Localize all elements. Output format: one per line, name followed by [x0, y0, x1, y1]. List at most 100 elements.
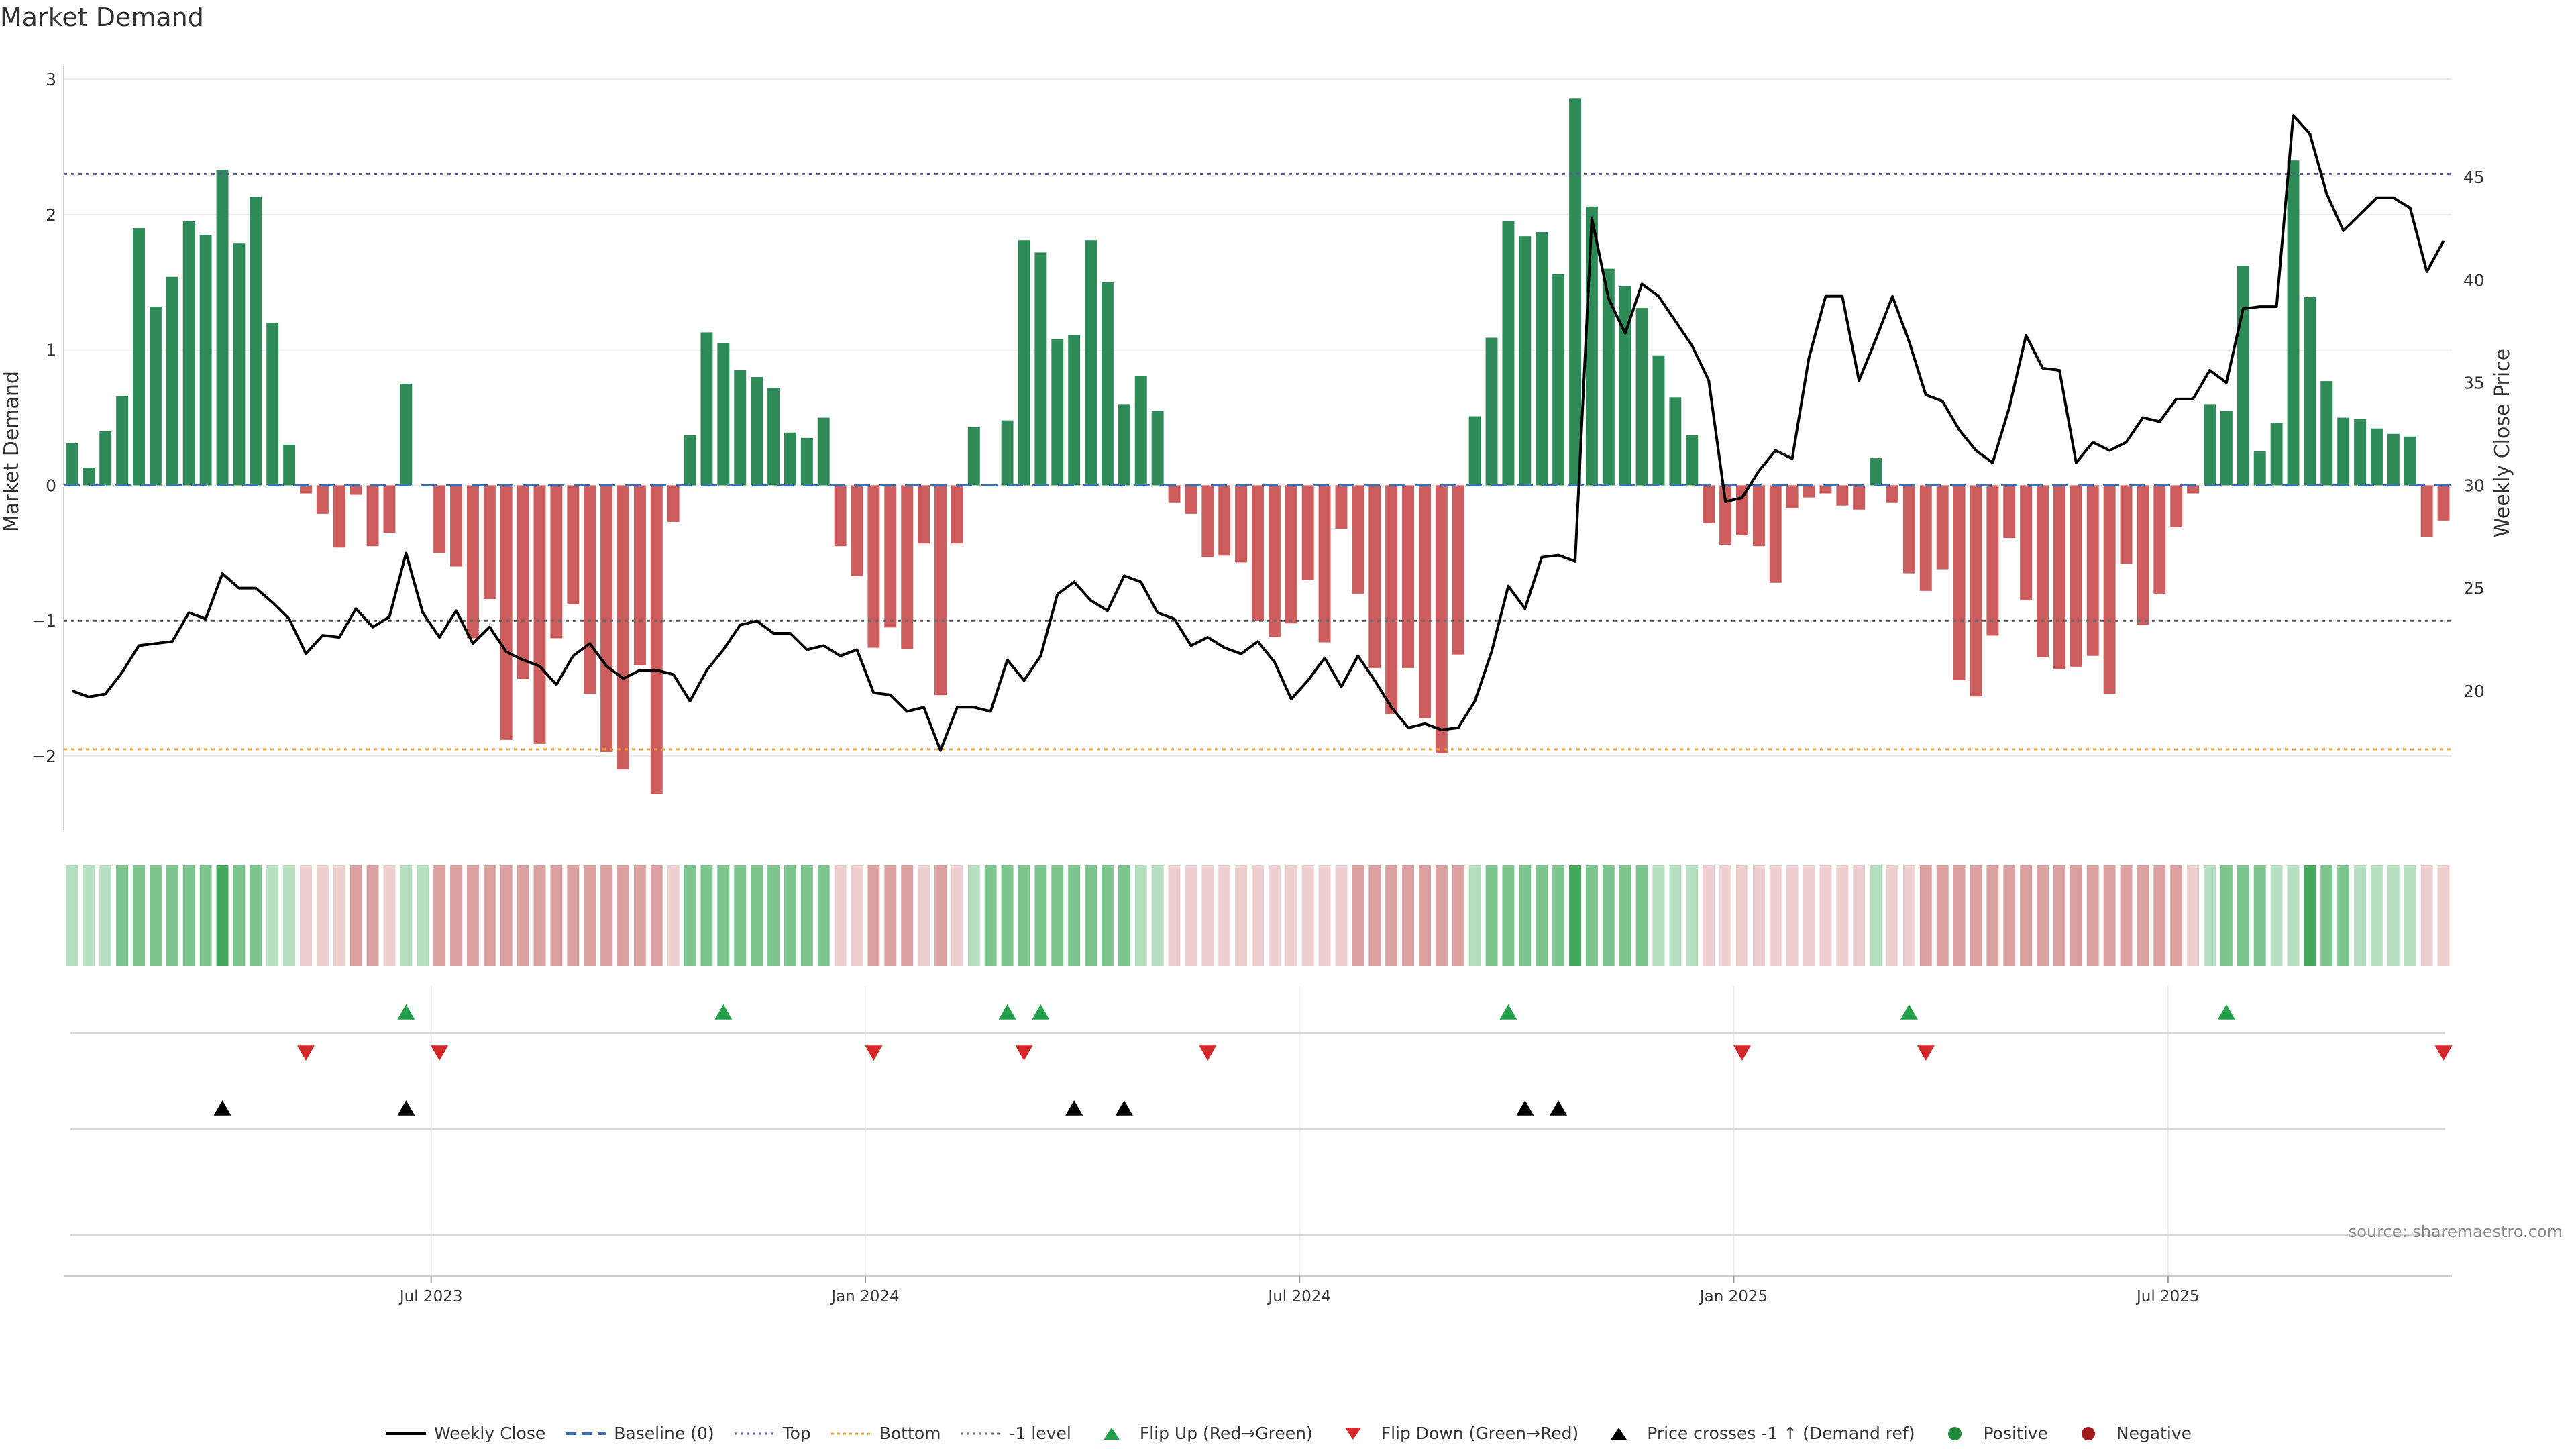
strip-cell: [1252, 865, 1264, 966]
demand-bar: [1635, 308, 1648, 486]
strip-cell: [633, 865, 646, 966]
strip-cell: [2270, 865, 2283, 966]
strip-cell: [1352, 865, 1364, 966]
strip-cell: [1418, 865, 1431, 966]
strip-cell: [1368, 865, 1381, 966]
demand-bar: [149, 307, 162, 486]
legend-symbol: [1344, 1427, 1361, 1440]
demand-bar: [1068, 335, 1081, 486]
demand-bar: [967, 427, 980, 486]
strip-cell: [2337, 865, 2350, 966]
strip-cell: [1919, 865, 1932, 966]
strip-cell: [1335, 865, 1348, 966]
strip-cell: [1569, 865, 1581, 966]
demand-bar: [1268, 485, 1281, 637]
demand-bar: [600, 485, 613, 752]
demand-bar: [1118, 404, 1130, 486]
strip-cell: [2437, 865, 2450, 966]
demand-bar: [99, 431, 112, 486]
strip-cell: [734, 865, 747, 966]
demand-bar: [533, 485, 546, 744]
legend-label: Flip Down (Green→Red): [1381, 1424, 1579, 1443]
demand-bar: [1402, 485, 1415, 668]
flip-down-marker: [865, 1045, 883, 1061]
strip-cell: [684, 865, 696, 966]
demand-bar: [1870, 458, 1882, 486]
strip-cell: [1402, 865, 1415, 966]
strip-cell: [1519, 865, 1532, 966]
strip-cell: [66, 865, 78, 966]
demand-bar: [1853, 485, 1866, 510]
strip-cell: [1118, 865, 1130, 966]
flip-up-marker: [1499, 1004, 1517, 1020]
price-cross-marker: [213, 1100, 231, 1116]
strip-cell: [350, 865, 362, 966]
demand-bar: [400, 384, 413, 486]
strip-cell: [2287, 865, 2300, 966]
strip-cell: [1803, 865, 1815, 966]
demand-bar: [199, 235, 212, 486]
strip-cell: [1101, 865, 1114, 966]
strip-cell: [934, 865, 947, 966]
strip-cell: [884, 865, 897, 966]
strip-cell: [817, 865, 830, 966]
demand-bar: [2304, 297, 2316, 486]
demand-bar: [2070, 485, 2082, 667]
demand-bar: [166, 276, 178, 486]
strip-cell: [1285, 865, 1297, 966]
demand-bar: [1134, 376, 1147, 486]
strip-cell: [1836, 865, 1849, 966]
strip-cell: [2020, 865, 2033, 966]
demand-bar: [300, 485, 312, 494]
strip-cell: [517, 865, 529, 966]
demand-bar: [1185, 485, 1197, 514]
demand-bar: [2137, 485, 2149, 625]
strip-cell: [333, 865, 345, 966]
flip-down-marker: [1917, 1045, 1935, 1061]
strip-cell: [600, 865, 613, 966]
demand-bar: [1703, 485, 1715, 523]
y2-tick-label: 20: [2463, 682, 2485, 701]
strip-cell: [1218, 865, 1231, 966]
y-tick-label: −2: [32, 747, 56, 766]
legend-symbol: [1948, 1426, 1962, 1440]
strip-cell: [2420, 865, 2433, 966]
demand-bar: [1919, 485, 1932, 591]
y-tick-label: 0: [46, 476, 56, 495]
demand-bar: [1352, 485, 1364, 594]
flip-down-marker: [2434, 1045, 2453, 1061]
x-tick-label: Jul 2024: [1267, 1288, 1331, 1305]
demand-bar: [2253, 451, 2266, 486]
demand-bar: [2086, 485, 2099, 656]
strip-cell: [1635, 865, 1648, 966]
strip-cell: [233, 865, 246, 966]
x-tick-label: Jul 2023: [398, 1288, 463, 1305]
demand-bar: [1552, 274, 1565, 486]
legend-symbol: [1103, 1427, 1120, 1440]
strip-cell: [617, 865, 629, 966]
demand-bar: [934, 485, 947, 696]
demand-bar: [1686, 435, 1699, 486]
demand-bar: [1335, 485, 1348, 529]
demand-bar: [1168, 485, 1181, 503]
strip-cell: [1452, 865, 1464, 966]
demand-bar: [1001, 420, 1014, 486]
demand-bar: [1585, 206, 1598, 486]
strip-cell: [2371, 865, 2383, 966]
demand-bar: [867, 485, 880, 648]
demand-bar: [1619, 286, 1631, 486]
demand-bar: [1235, 485, 1248, 563]
strip-cell: [1936, 865, 1949, 966]
demand-bar: [1468, 416, 1481, 486]
demand-bar: [2237, 266, 2249, 486]
demand-bar: [2020, 485, 2033, 600]
strip-cell: [1235, 865, 1248, 966]
strip-cell: [366, 865, 379, 966]
strip-cell: [1953, 865, 1966, 966]
demand-bar: [1318, 485, 1331, 643]
demand-bar: [2354, 419, 2367, 486]
strip-cell: [1318, 865, 1331, 966]
strip-cell: [2137, 865, 2149, 966]
demand-bar: [1769, 485, 1782, 583]
strip-cell: [1752, 865, 1765, 966]
